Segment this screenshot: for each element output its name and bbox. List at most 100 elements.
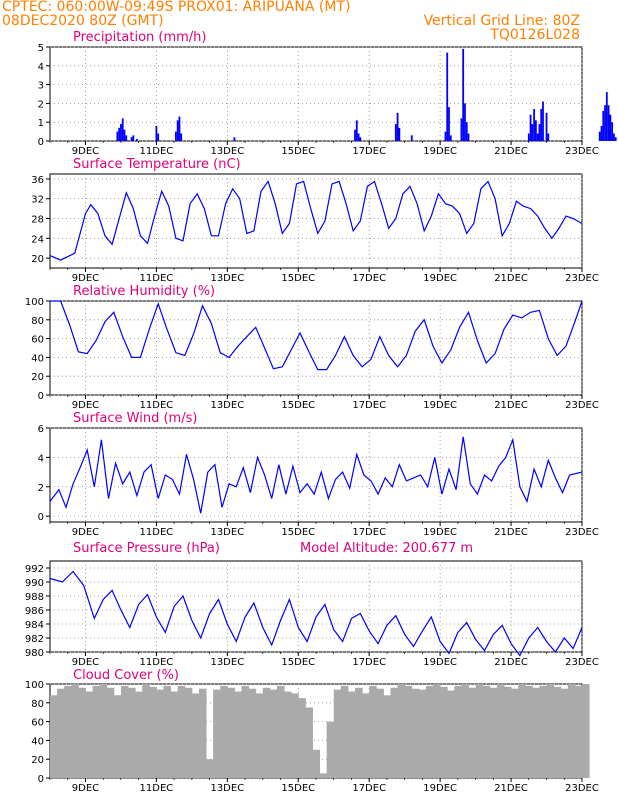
x-tick-label: 9DEC (72, 146, 99, 157)
y-tick-label: 80 (31, 699, 44, 710)
cloud-cover-bar (142, 684, 150, 778)
precip-bar (125, 135, 128, 141)
precip-bar (394, 124, 397, 141)
x-tick-label: 19DEC (423, 273, 457, 284)
cloud-cover-bar (539, 685, 548, 778)
temp-line (49, 180, 583, 261)
x-tick-label: 17DEC (352, 527, 386, 538)
x-tick-label: 11DEC (140, 146, 174, 157)
cloud-cover-bar (170, 691, 179, 778)
x-tick-label: 23DEC (565, 146, 599, 157)
cloud-cover-bar (532, 687, 540, 778)
precip-bar (410, 135, 413, 141)
x-tick-label: 17DEC (352, 146, 386, 157)
cloud-cover-bar (106, 687, 115, 778)
x-tick-label: 9DEC (72, 400, 99, 411)
precip-bar (175, 131, 177, 141)
panel-frame (49, 427, 583, 523)
precip-bar (542, 101, 544, 141)
y-tick-label: 3 (38, 81, 44, 92)
x-tick-label: 11DEC (140, 273, 174, 284)
x-tick-label: 13DEC (210, 400, 244, 411)
cloud-cover-bar (468, 687, 477, 778)
x-tick-label: 13DEC (210, 657, 244, 668)
precip-bar (120, 124, 122, 141)
y-tick-label: 992 (25, 564, 44, 575)
panel-title-rh: Relative Humidity (%) (73, 284, 215, 299)
cloud-cover-bar (355, 687, 363, 778)
cloud-cover-bar (560, 688, 569, 778)
precip-bar (611, 122, 614, 141)
panel-cloud: 0 20 40 60 80 100 9DEC 11DEC 13DEC 15DEC 17DEC 19DE… (25, 668, 599, 794)
precip-bar (398, 127, 401, 141)
cloud-cover-bar (326, 721, 335, 778)
precip-bar (534, 120, 537, 141)
cloud-cover-bar (511, 688, 519, 778)
x-tick-label: 15DEC (281, 527, 315, 538)
cloud-cover-bar (220, 685, 228, 778)
precip-bar (602, 110, 605, 141)
x-tick-label: 23DEC (565, 783, 599, 794)
x-tick-label: 9DEC (72, 783, 99, 794)
x-tick-label: 17DEC (352, 657, 386, 668)
y-tick-label: 80 (31, 316, 44, 327)
precip-bar (533, 109, 536, 141)
precip-bar (545, 112, 548, 141)
precip-bar (460, 118, 463, 141)
x-tick-label: 21DEC (494, 400, 528, 411)
y-tick-label: 4 (38, 453, 44, 464)
cloud-cover-bar (347, 691, 356, 778)
cloud-cover-bar (440, 686, 448, 778)
y-tick-label: 40 (31, 353, 44, 364)
cloud-cover-bar (390, 687, 399, 778)
precip-bar (467, 133, 470, 141)
cloud-cover-bar (156, 689, 164, 778)
wind-line (49, 436, 583, 514)
cloud-cover-bar (128, 687, 136, 778)
cloud-cover-bar (113, 695, 122, 778)
precip-bar (396, 112, 399, 141)
panel-pres: 980 982 984 986 988 990 992 9DEC 11DEC 13DEC 15DEC… (25, 541, 599, 668)
y-tick-label: 20 (31, 254, 44, 265)
y-tick-label: 0 (38, 774, 44, 785)
x-tick-label: 9DEC (72, 657, 99, 668)
precip-bar (180, 133, 183, 141)
precip-bar (465, 122, 468, 141)
model-altitude-label: Model Altitude: 200.677 m (300, 541, 473, 556)
cloud-cover-bar (553, 686, 562, 778)
x-tick-label: 15DEC (281, 146, 315, 157)
x-tick-label: 13DEC (210, 783, 244, 794)
header-model-id: TQ0126L028 (490, 27, 580, 43)
precip-bar (536, 133, 539, 141)
cloud-cover-bar (198, 688, 207, 778)
y-tick-label: 0 (38, 137, 44, 148)
panel-title-precip: Precipitation (mm/h) (73, 30, 206, 45)
cloud-cover-bar (64, 685, 72, 778)
cloud-cover-bar (319, 773, 328, 778)
x-tick-label: 11DEC (140, 657, 174, 668)
y-tick-label: 984 (25, 620, 44, 631)
x-tick-label: 21DEC (494, 527, 528, 538)
y-tick-label: 60 (31, 335, 44, 346)
x-tick-label: 21DEC (494, 273, 528, 284)
cloud-cover-bar (503, 686, 512, 778)
x-tick-label: 19DEC (423, 783, 457, 794)
cloud-cover-bar (99, 684, 108, 778)
cloud-cover-bar (284, 691, 292, 778)
header-line1: CPTEC: 060:00W-09:49S PROX01: ARIPUANA (… (2, 0, 351, 15)
cloud-cover-bar (213, 689, 221, 778)
cloud-cover-bar (50, 695, 58, 778)
cloud-cover-bar (305, 707, 313, 778)
cloud-cover-bar (404, 685, 413, 778)
cloud-cover-bar (276, 685, 285, 778)
y-tick-label: 40 (31, 736, 44, 747)
cloud-cover-bar (163, 685, 172, 778)
x-tick-label: 17DEC (352, 400, 386, 411)
x-tick-label: 15DEC (281, 657, 315, 668)
panel-frame (49, 173, 583, 269)
cloud-cover-bar (454, 685, 462, 778)
cloud-cover-bar (582, 684, 590, 778)
cloud-cover-bar (411, 688, 420, 778)
precip-bar (354, 129, 356, 141)
precip-bar (527, 133, 530, 141)
